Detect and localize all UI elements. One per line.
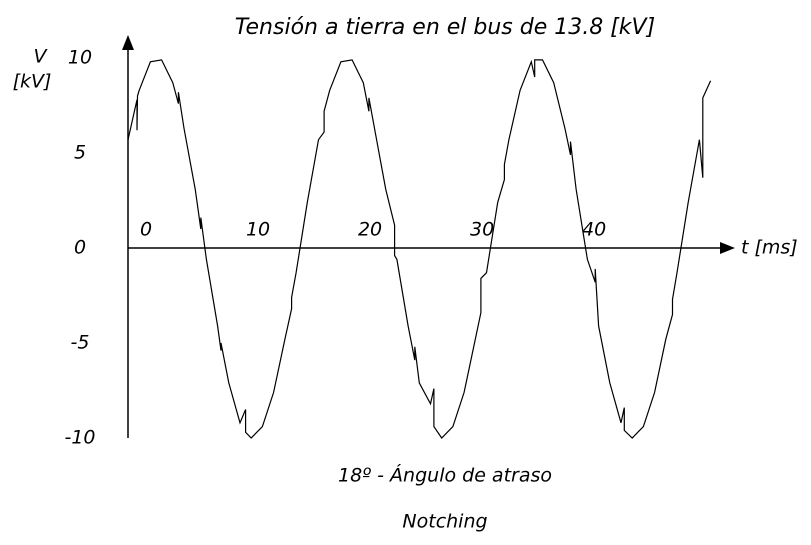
y-tick-label: 5: [74, 142, 86, 164]
y-axis-label: V: [34, 46, 49, 68]
y-axis-label: [kV]: [13, 71, 52, 93]
data-line: [127, 59, 712, 439]
x-axis-arrow: [720, 242, 735, 254]
chart-title: Tensión a tierra en el bus de 13.8 [kV]: [235, 15, 655, 40]
x-tick-label: 30: [470, 219, 494, 241]
y-axis-arrow: [122, 35, 134, 50]
x-tick-label: 0: [140, 219, 152, 241]
subtitle: 18º - Ángulo de atraso: [338, 464, 552, 487]
y-tick-label: -5: [71, 332, 90, 354]
x-tick-label: 10: [246, 219, 270, 241]
y-tick-label: 10: [68, 47, 92, 69]
y-tick-label: 0: [74, 237, 86, 259]
annotation: Notching: [402, 511, 487, 533]
y-tick-label: -10: [64, 427, 95, 449]
x-tick-label: 40: [582, 219, 606, 241]
x-tick-label: 20: [358, 219, 382, 241]
x-axis-label: t [ms]: [741, 237, 798, 259]
